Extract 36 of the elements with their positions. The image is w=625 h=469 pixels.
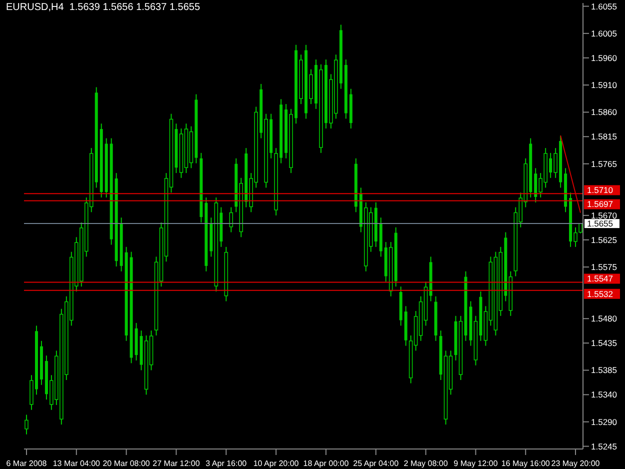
y-tick-label: 1.5670 xyxy=(591,210,618,220)
y-tick-label: 1.5435 xyxy=(591,338,618,348)
y-tick-label: 1.6005 xyxy=(591,28,618,38)
y-tick-label: 1.5815 xyxy=(591,132,618,142)
x-tick-label: 20 Mar 08:00 xyxy=(102,459,150,468)
x-tick-label: 23 May 20:00 xyxy=(551,459,600,468)
y-tick-label: 1.5385 xyxy=(591,365,618,376)
y-tick-label: 1.6055 xyxy=(591,1,618,12)
y-tick-label: 1.5625 xyxy=(591,234,618,245)
candlestick xyxy=(24,414,28,435)
x-tick-label: 16 May 16:00 xyxy=(501,459,550,468)
y-tick-label: 1.5765 xyxy=(591,158,618,169)
x-tick-label: 25 Apr 04:00 xyxy=(353,459,400,468)
chart-title: EURUSD,H4 1.5639 1.5656 1.5637 1.5655 xyxy=(6,2,200,13)
x-tick-label: 10 Apr 20:00 xyxy=(253,459,300,468)
ref-line-label: 1.5547 xyxy=(587,274,614,284)
x-tick-label: 27 Mar 12:00 xyxy=(152,459,200,468)
y-tick-label: 1.5860 xyxy=(591,107,618,118)
y-tick-label: 1.5575 xyxy=(591,262,618,272)
ref-line-label: 1.5532 xyxy=(587,288,614,299)
candlestick xyxy=(229,206,234,233)
y-tick-label: 1.5960 xyxy=(591,52,618,63)
ref-line-label: 1.5697 xyxy=(587,199,614,210)
x-tick-label: 18 Apr 00:00 xyxy=(303,459,350,468)
x-tick-label: 9 May 12:00 xyxy=(454,459,498,468)
x-tick-label: 6 Mar 2008 xyxy=(6,459,48,468)
y-tick-label: 1.5245 xyxy=(591,441,618,452)
x-tick-label: 3 Apr 16:00 xyxy=(206,459,248,468)
y-tick-label: 1.5480 xyxy=(591,314,618,324)
ref-line-label: 1.5655 xyxy=(587,218,614,229)
y-tick-label: 1.5340 xyxy=(591,390,618,400)
y-tick-label: 1.5290 xyxy=(591,416,618,427)
x-tick-label: 13 Mar 04:00 xyxy=(52,459,101,468)
y-tick-label: 1.5910 xyxy=(591,80,618,90)
ref-line-label: 1.5710 xyxy=(587,185,614,196)
x-tick-label: 2 May 08:00 xyxy=(404,459,448,468)
